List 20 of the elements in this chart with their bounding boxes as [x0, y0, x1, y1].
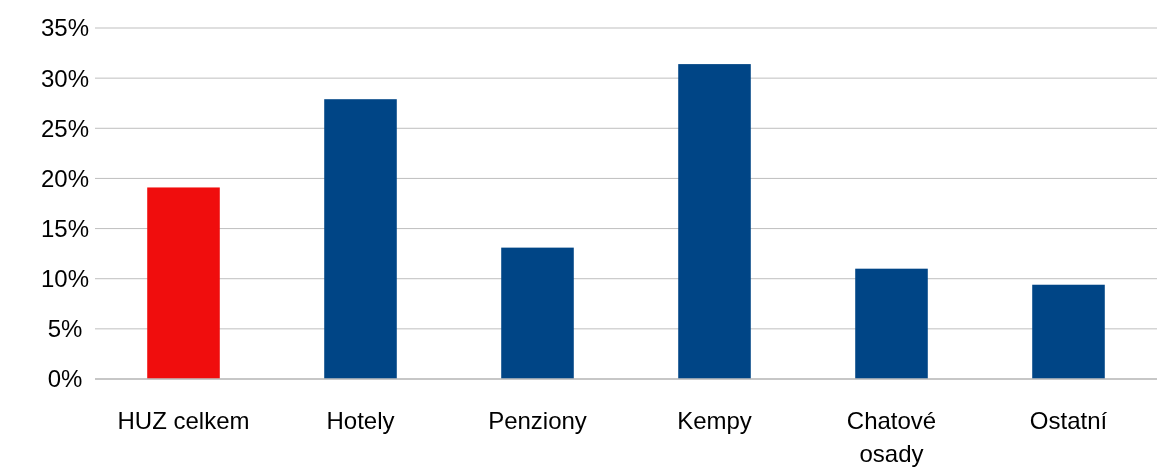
- x-tick-label: HUZ celkem: [117, 407, 250, 434]
- bar: [501, 247, 574, 379]
- x-tick-label: Penziony: [488, 407, 587, 434]
- bar: [855, 268, 928, 379]
- y-tick-label: 20%: [40, 164, 90, 192]
- bar: [324, 99, 397, 379]
- x-tick-label: Ostatní: [1029, 407, 1108, 434]
- y-tick-label: 15%: [40, 214, 90, 242]
- y-tick-label: 0%: [47, 365, 83, 393]
- bar: [678, 64, 751, 379]
- y-tick-label: 10%: [40, 265, 90, 293]
- x-tick-label: Hotely: [326, 407, 395, 434]
- y-tick-label: 5%: [47, 315, 83, 343]
- y-tick-label: 25%: [40, 114, 90, 142]
- x-tick-label: Kempy: [677, 407, 752, 434]
- y-tick-label: 35%: [40, 14, 90, 42]
- bar: [1032, 284, 1105, 379]
- y-tick-label: 30%: [40, 64, 90, 92]
- bar: [147, 187, 220, 379]
- x-tick-label: Chatové osady: [846, 407, 937, 467]
